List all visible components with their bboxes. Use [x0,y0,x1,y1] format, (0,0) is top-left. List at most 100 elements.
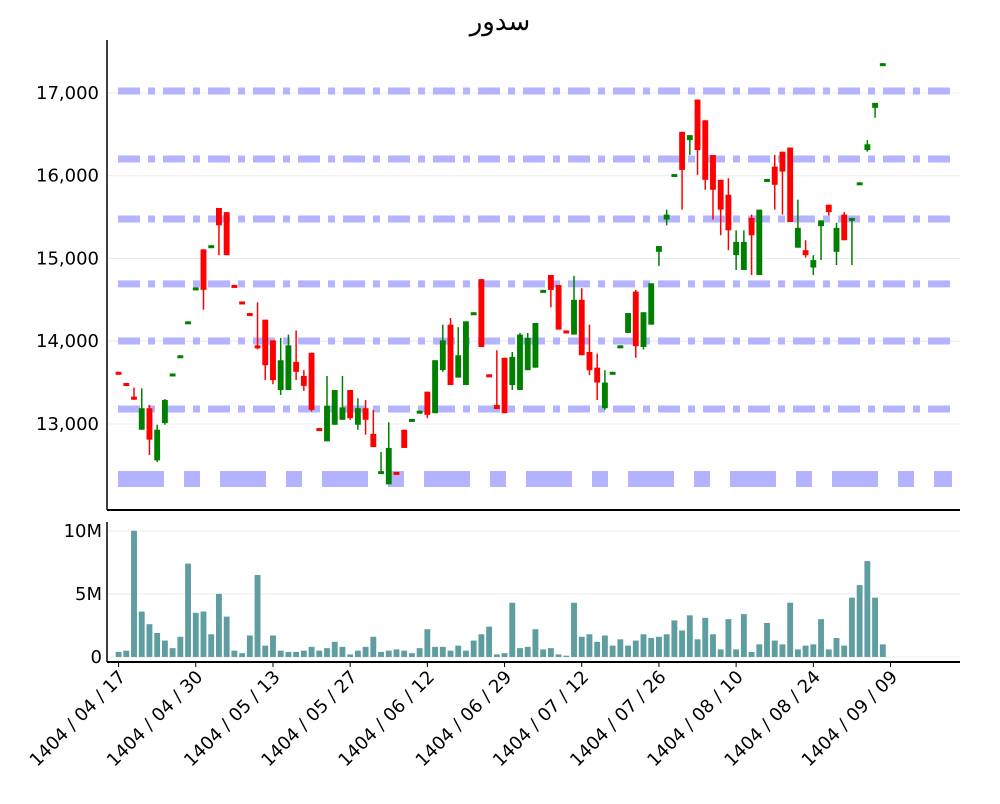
candle-body [779,151,786,172]
candle-body [810,260,817,268]
y-tick-label: 16,000 [36,166,99,187]
volume-bar [455,645,462,657]
candle-body [656,246,662,252]
candle-body [339,407,346,420]
volume-bar [316,650,323,657]
volume-bar [169,648,176,657]
candle-body [771,166,778,185]
candle-body [833,227,840,252]
candle-body [424,391,431,415]
volume-bar [370,636,377,657]
candle-body [679,131,686,170]
candle-body [115,371,122,375]
volume-bar [779,644,786,657]
volume-bar [640,634,647,657]
candle-body [640,312,647,347]
candle-body [146,408,153,440]
candle-body [794,227,801,248]
volume-bar [802,645,809,657]
candle-body [517,334,523,391]
volume-bar [571,602,577,657]
volume-bar [493,654,500,657]
volume-bar [547,648,554,657]
candle-body [694,99,701,151]
candle-body [478,279,485,347]
volume-bar [601,635,608,657]
volume-bar [787,602,794,657]
volume-bar [671,620,678,657]
volume-bar [362,646,369,657]
candle-body [601,382,608,409]
candle-body [586,351,593,371]
candle-body [215,207,222,226]
candle-body [563,330,570,334]
candle-body [848,217,855,221]
candle-body [702,120,709,180]
candle-body [756,209,763,275]
volume-bar [872,597,879,657]
candle-body [725,194,732,231]
volume-bar [540,649,547,657]
candle-body [192,287,199,291]
volume-bar [185,563,191,657]
volume-bar [192,612,199,657]
volume-bar [486,626,493,657]
volume-bar [285,651,292,657]
candle-body [818,220,824,227]
candle-body [594,367,601,383]
volume-bar [246,635,253,657]
volume-bar [146,624,153,657]
volume-bar [632,640,639,657]
candle-body [177,355,184,359]
volume-bar [856,585,863,657]
volume-bar [733,649,740,657]
candle-body [864,144,871,151]
volume-bar [532,629,539,657]
candle-body [316,428,323,432]
candle-body [354,408,361,425]
candle-body [648,283,655,325]
candle-body [131,396,137,400]
candle-body [208,245,215,249]
volume-bar [656,636,662,657]
candle-body [748,217,755,236]
volume-bar [756,644,763,657]
candle-body [200,249,207,290]
volume-bar [138,611,145,657]
volume-bar [424,629,431,657]
candle-body [262,319,269,366]
volume-bar [663,634,670,657]
candle-body [501,357,508,414]
candle-body [347,390,354,419]
volume-bar [331,641,338,657]
candle-body [717,179,724,210]
volume-bar [293,651,300,657]
volume-bar [393,649,400,657]
y-tick-label: 13,000 [36,414,99,435]
candle-body [370,433,377,448]
candle-body [540,289,547,293]
volume-bar [578,636,585,657]
volume-bar [401,650,408,657]
candle-body [532,322,539,368]
volume-bar [586,634,593,657]
volume-bar [215,593,222,657]
chart-title: سدور [468,7,531,37]
volume-bar [300,650,307,657]
volume-bar [818,619,824,657]
candle-body [432,360,439,414]
volume-bar [517,648,523,657]
volume-bar [794,649,801,657]
volume-bar [501,653,508,657]
candle-body [686,135,693,141]
volume-bar [277,650,284,657]
candle-body [841,214,848,241]
volume-bar [432,646,439,657]
candle-body [710,155,716,190]
candle-body [486,374,493,378]
candle-body [293,361,300,372]
candle-body [802,250,809,256]
volume-bar [354,650,361,657]
candle-body [185,321,191,325]
volume-bar [841,645,848,657]
